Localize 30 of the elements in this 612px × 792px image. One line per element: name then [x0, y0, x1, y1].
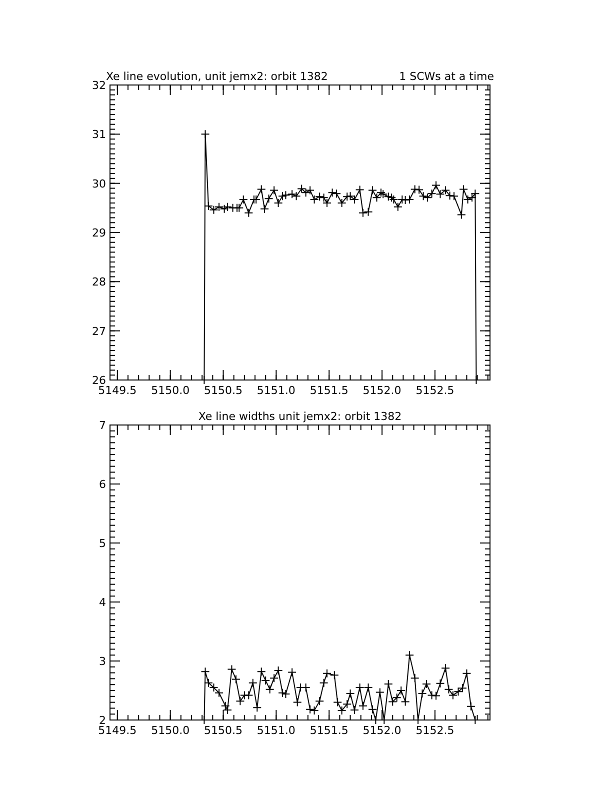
y-tick-label: 30	[92, 177, 106, 190]
x-tick-label: 5149.5	[98, 384, 137, 397]
x-tick-label: 5152.5	[416, 384, 454, 397]
y-tick-label: 5	[99, 537, 106, 550]
y-tick-label: 32	[92, 79, 106, 92]
y-tick-label: 31	[92, 128, 106, 142]
x-tick-label: 5150.5	[204, 724, 243, 737]
chart-subtitle: 1 SCWs at a time	[399, 70, 494, 83]
x-tick-label: 5150.5	[204, 384, 243, 397]
x-tick-label: 5151.0	[256, 384, 296, 397]
y-tick-label: 26	[92, 374, 106, 387]
x-tick-label: 5150.0	[151, 384, 190, 397]
y-tick-label: 3	[99, 655, 106, 668]
x-tick-label: 5152.5	[416, 724, 454, 737]
x-tick-label: 5151.0	[256, 724, 296, 737]
chart-title: Xe line widths unit jemx2: orbit 1382	[198, 410, 402, 423]
y-tick-label: 29	[92, 226, 106, 240]
y-tick-label: 6	[99, 478, 106, 491]
x-tick-label: 5151.5	[310, 724, 348, 737]
x-tick-label: 5152.0	[362, 384, 402, 397]
x-tick-label: 5149.5	[98, 724, 137, 737]
y-tick-label: 27	[92, 324, 106, 338]
y-tick-label: 7	[99, 419, 106, 432]
x-tick-label: 5152.0	[362, 724, 402, 737]
x-tick-label: 5150.0	[151, 724, 190, 737]
y-tick-label: 2	[99, 714, 106, 727]
x-tick-label: 5151.5	[310, 384, 348, 397]
y-tick-label: 28	[92, 276, 106, 289]
y-tick-label: 4	[99, 596, 106, 609]
chart-title: Xe line evolution, unit jemx2: orbit 1382	[106, 70, 328, 83]
